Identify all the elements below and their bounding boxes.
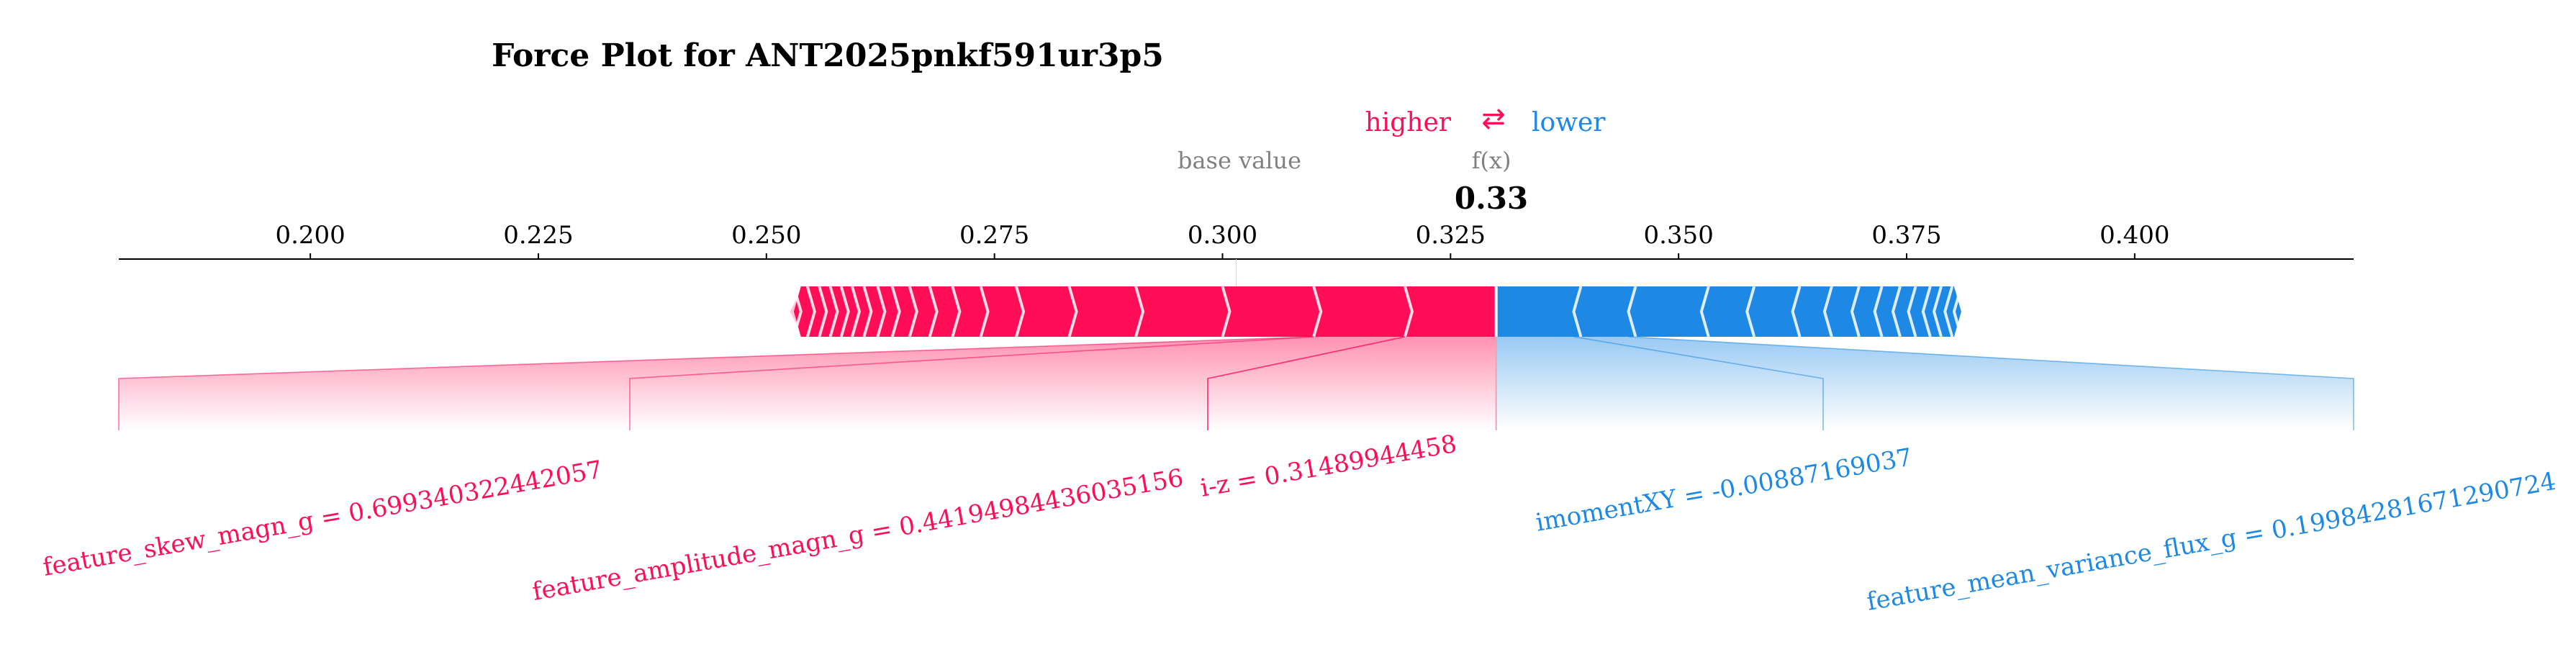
positive-segment-divider — [908, 286, 918, 337]
negative-feature-label: feature_mean_variance_flux_g = 0.1998428… — [1865, 467, 2558, 617]
x-tick-label: 0.350 — [1643, 221, 1713, 250]
negative-segment-divider — [1932, 286, 1943, 337]
x-tick-label: 0.200 — [275, 221, 345, 250]
x-tick-label: 0.300 — [1188, 221, 1257, 250]
x-tick-label: 0.225 — [503, 221, 573, 250]
positive-feature-label: feature_skew_magn_g = 0.699340322442057 — [41, 456, 605, 582]
negative-segment-divider — [1627, 286, 1637, 337]
base-value-label: base value — [1178, 147, 1301, 174]
positive-segment-divider — [979, 286, 990, 337]
force-bar — [790, 286, 1963, 337]
chart-title: Force Plot for ANT2025pnkf591ur3p5 — [492, 37, 1164, 74]
positive-segment-divider — [876, 286, 887, 337]
negative-segment-divider — [1699, 286, 1710, 337]
positive-segment-divider — [1015, 286, 1026, 337]
positive-segment-divider — [890, 286, 901, 337]
x-tick-label: 0.325 — [1416, 221, 1486, 250]
positive-tail-shape — [790, 286, 803, 337]
negative-segment-divider — [1921, 286, 1932, 337]
positive-connector-line — [1207, 336, 1406, 430]
legend-lower-label: lower — [1532, 108, 1606, 137]
positive-segment-divider — [862, 286, 873, 337]
positive-segment-divider — [1221, 286, 1231, 337]
negative-segment-divider — [1850, 286, 1861, 337]
positive-fan — [119, 337, 1496, 430]
legend-arrows-icon: ⇄ — [1481, 102, 1506, 135]
negative-segment-divider — [1745, 286, 1756, 337]
x-tick-label: 0.400 — [2100, 221, 2169, 250]
positive-bar — [793, 286, 1496, 337]
negative-segment-divider — [1952, 286, 1963, 337]
positive-segment-divider — [1312, 286, 1323, 337]
negative-segment-divider — [1572, 286, 1583, 337]
x-tick-label: 0.250 — [731, 221, 801, 250]
x-tick-label: 0.275 — [959, 221, 1029, 250]
positive-segment-divider — [951, 286, 962, 337]
positive-feature-label: i-z = 0.31489944458 — [1198, 430, 1459, 503]
negative-fan — [1496, 337, 2354, 430]
x-tick-label: 0.375 — [1871, 221, 1941, 250]
negative-segment-divider — [1891, 286, 1902, 337]
negative-connector-line — [1628, 336, 2354, 430]
positive-segment-divider — [839, 286, 850, 337]
positive-segment-divider — [1067, 286, 1078, 337]
positive-segment-divider — [818, 286, 828, 337]
negative-segment-divider — [1873, 286, 1884, 337]
fx-label: f(x) — [1472, 147, 1511, 174]
negative-connector-line — [1573, 336, 1824, 430]
positive-connector-line — [629, 336, 1314, 430]
x-axis: 0.200 0.225 0.250 0.275 0.300 0.325 0.350 0.375… — [119, 221, 2354, 288]
feature-labels: feature_skew_magn_g = 0.699340322442057f… — [41, 336, 2558, 617]
negative-segment-divider — [1822, 286, 1833, 337]
positive-connector-line — [118, 336, 1314, 430]
positive-segment-divider — [828, 286, 839, 337]
negative-segment-divider — [1943, 286, 1954, 337]
output-value-label: 0.33 — [1455, 181, 1528, 216]
negative-bar — [1496, 286, 1961, 337]
positive-segment-divider — [1134, 286, 1145, 337]
positive-segment-divider — [792, 286, 803, 337]
negative-feature-label: imomentXY = -0.00887169037 — [1534, 443, 1915, 537]
legend-higher-label: higher — [1365, 108, 1452, 137]
negative-segment-divider — [1907, 286, 1917, 337]
positive-segment-divider — [805, 286, 816, 337]
positive-segment-divider — [851, 286, 862, 337]
negative-segment-divider — [1791, 286, 1802, 337]
positive-segment-divider — [1404, 286, 1414, 337]
positive-segment-divider — [928, 286, 939, 337]
positive-feature-label: feature_amplitude_magn_g = 0.44194984436… — [530, 463, 1186, 607]
